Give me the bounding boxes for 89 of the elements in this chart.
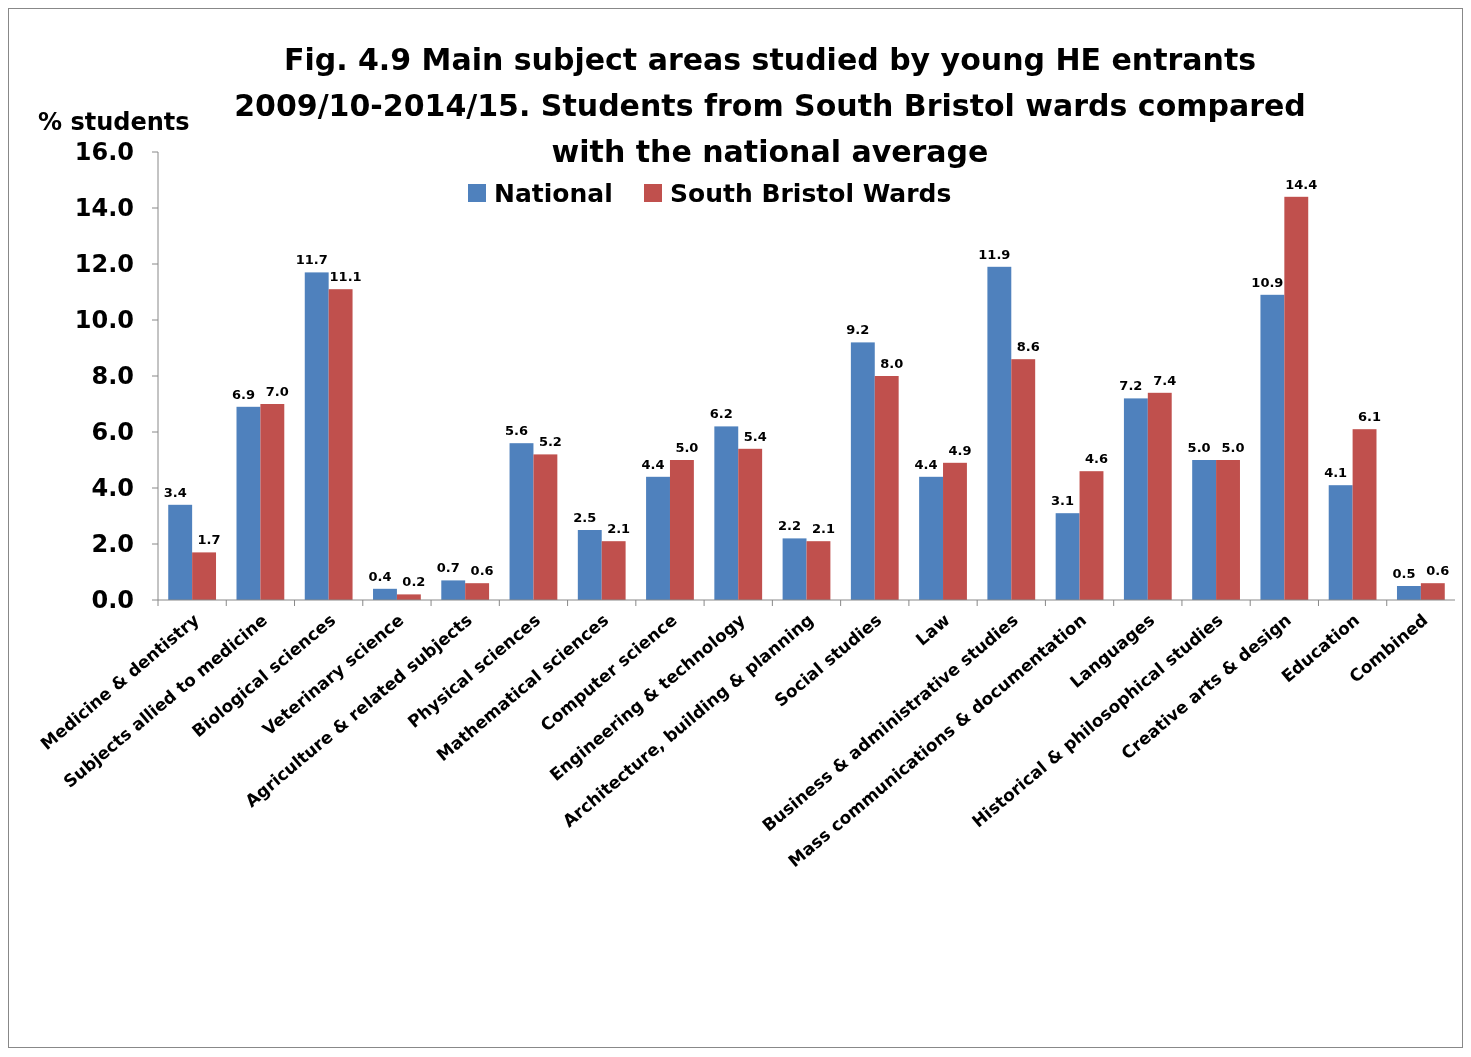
y-tick-label: 14.0 [74, 194, 134, 223]
bar [919, 476, 944, 600]
data-label: 4.4 [641, 456, 665, 472]
y-tick-label: 8.0 [91, 362, 134, 391]
data-label: 4.4 [914, 456, 938, 472]
data-label: 2.1 [607, 521, 631, 537]
bar [601, 541, 626, 600]
bar [1216, 460, 1240, 600]
bar [304, 272, 329, 600]
data-label: 6.9 [231, 386, 255, 402]
bar [373, 588, 397, 600]
data-label: 0.2 [402, 574, 426, 590]
data-label: 0.4 [368, 568, 392, 584]
y-tick-label: 6.0 [91, 418, 134, 447]
bar [509, 443, 534, 600]
bar [1420, 583, 1445, 600]
data-label: 14.4 [1285, 176, 1318, 192]
data-label: 0.7 [436, 560, 460, 576]
bar [1328, 485, 1353, 600]
bar [260, 404, 285, 600]
bar [646, 476, 670, 600]
bar [441, 580, 466, 600]
data-label: 2.1 [811, 521, 835, 537]
bar [192, 552, 217, 600]
bar [1147, 392, 1172, 600]
bar [1123, 398, 1148, 600]
data-label: 0.6 [1426, 563, 1450, 579]
y-tick-label: 2.0 [91, 530, 134, 559]
data-label: 7.4 [1153, 372, 1177, 388]
data-label: 0.6 [470, 563, 494, 579]
bar [850, 342, 875, 600]
legend-label: National [494, 178, 613, 208]
bar [465, 583, 490, 600]
data-label: 4.1 [1324, 465, 1348, 481]
data-label: 7.2 [1119, 378, 1143, 394]
chart-title: Fig. 4.9 Main subject areas studied by young HE entrants 2009/10-2014/15. Students from South Bristol wards compared with the national average [234, 42, 1306, 169]
data-label: 11.7 [295, 252, 328, 268]
data-label: 5.4 [743, 428, 767, 444]
data-label: 11.1 [329, 269, 362, 285]
y-tick-label: 0.0 [91, 586, 134, 615]
bar [533, 454, 558, 600]
y-tick-label: 10.0 [74, 306, 134, 335]
bar [1260, 294, 1285, 600]
bar [738, 448, 763, 600]
data-label: 5.0 [675, 440, 699, 455]
data-label: 8.0 [880, 356, 904, 371]
bar [328, 289, 353, 600]
bar [1055, 513, 1080, 600]
bar [577, 530, 602, 600]
data-label: 5.0 [1221, 440, 1245, 455]
y-tick-label: 4.0 [91, 474, 134, 503]
data-label: 10.9 [1251, 274, 1284, 290]
data-label: 7.0 [265, 384, 289, 399]
bar [669, 460, 694, 600]
data-label: 11.9 [978, 246, 1011, 262]
y-tick-label: 12.0 [74, 250, 134, 279]
bar [1079, 471, 1104, 600]
bar [236, 406, 261, 600]
bar [1192, 460, 1217, 600]
bar [874, 376, 899, 600]
data-label: 3.1 [1051, 493, 1075, 509]
data-label: 2.5 [573, 510, 597, 525]
bar [987, 266, 1012, 600]
data-label: 8.6 [1016, 339, 1040, 355]
bar [1284, 196, 1309, 600]
data-label: 4.6 [1084, 451, 1109, 467]
y-axis-title: % students [38, 108, 190, 136]
bar [396, 594, 421, 600]
data-label: 9.2 [846, 322, 870, 338]
bar [1011, 359, 1036, 600]
data-label: 0.5 [1392, 566, 1416, 581]
bar [943, 462, 967, 600]
data-label: 5.0 [1187, 440, 1211, 455]
bar [782, 538, 807, 600]
data-label: 5.6 [504, 423, 529, 439]
data-label: 1.7 [197, 532, 221, 548]
data-label: 6.2 [709, 406, 733, 422]
bar [168, 504, 193, 600]
data-label: 3.4 [163, 484, 187, 500]
data-label: 5.2 [538, 434, 562, 450]
data-label: 4.9 [948, 442, 972, 458]
bar [806, 541, 831, 600]
bar [1396, 586, 1421, 600]
bar [1352, 429, 1377, 600]
bar [714, 426, 739, 600]
y-tick-label: 16.0 [74, 138, 134, 167]
legend-label: South Bristol Wards [670, 178, 952, 208]
data-label: 2.2 [778, 518, 802, 534]
data-label: 6.1 [1358, 409, 1382, 425]
